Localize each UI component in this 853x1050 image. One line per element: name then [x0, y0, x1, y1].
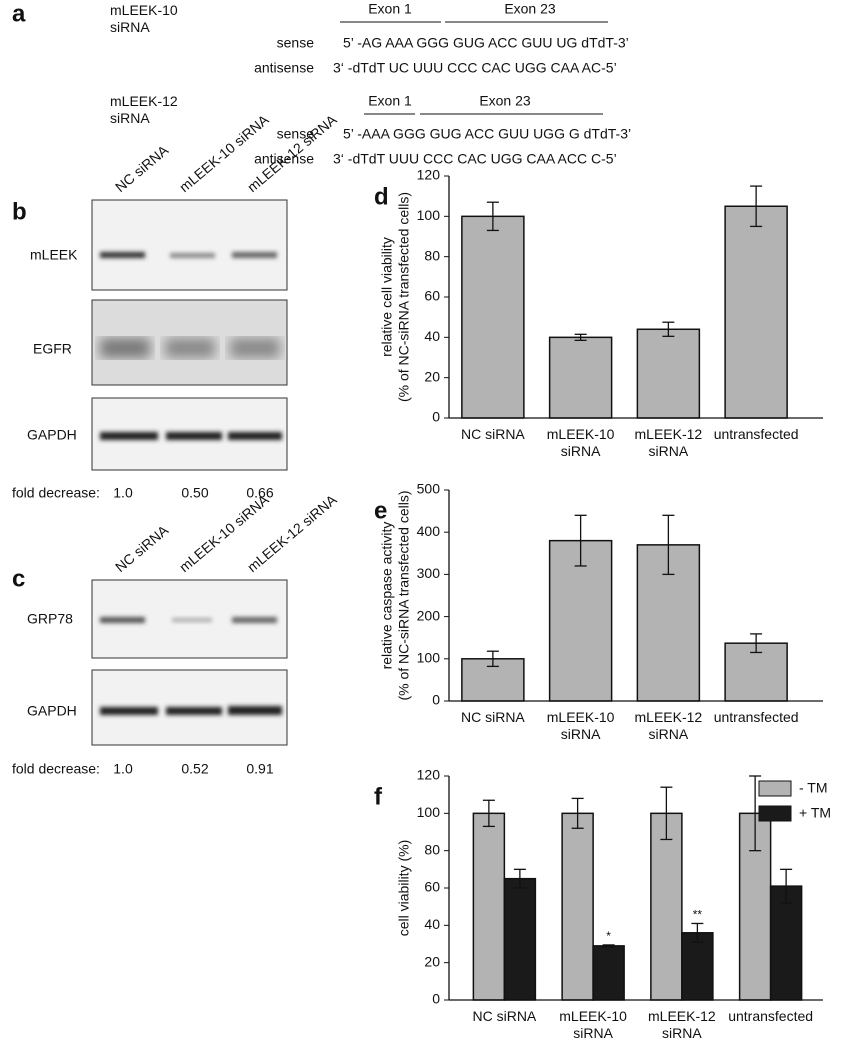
panel-letter: e	[374, 497, 387, 524]
bar	[592, 945, 625, 1001]
y-tick-label: 0	[432, 692, 440, 708]
bar	[548, 336, 613, 419]
panel-letter: f	[374, 783, 383, 810]
sequence: 5’ -AG AAA GGG GUG ACC GUU UG dTdT-3’	[343, 35, 629, 51]
x-tick-label: untransfected	[728, 1008, 814, 1024]
panel-letter: a	[12, 0, 26, 27]
y-tick-label: 40	[424, 328, 440, 344]
x-tick-label: NC siRNA	[460, 709, 525, 725]
y-tick-label: 80	[424, 247, 440, 263]
bar	[650, 812, 683, 1001]
x-tick-label: NC siRNA	[460, 426, 525, 442]
y-tick-label: 500	[417, 481, 441, 497]
panel-letter: c	[12, 565, 25, 592]
row-label: EGFR	[33, 341, 72, 357]
y-tick-label: 0	[432, 991, 440, 1007]
bar	[769, 885, 803, 1001]
y-tick-label: 60	[424, 288, 440, 304]
y-tick-label: 60	[424, 879, 440, 895]
bar	[461, 215, 525, 419]
blot	[91, 299, 288, 386]
x-tick-label: mLEEK-10 siRNA	[559, 1008, 627, 1041]
panel-letter: d	[374, 183, 389, 210]
legend-label: - TM	[799, 780, 828, 796]
x-tick-label: mLEEK-12 siRNA	[648, 1008, 716, 1041]
blot	[91, 199, 288, 291]
exon-label: Exon 1	[368, 1, 412, 17]
row-label: GAPDH	[27, 427, 77, 443]
fold-label: fold decrease:	[12, 761, 100, 777]
y-axis-title: relative cell viability	[379, 237, 395, 357]
y-tick-label: 100	[417, 804, 441, 820]
y-tick-label: 120	[417, 767, 441, 783]
fold-value: 0.91	[246, 761, 273, 777]
lane-label: NC siRNA	[112, 141, 172, 195]
y-tick-label: 400	[417, 523, 441, 539]
fold-value: 1.0	[113, 485, 133, 501]
x-tick-label: mLEEK-10 siRNA	[546, 709, 615, 742]
x-tick-label: NC siRNA	[472, 1008, 537, 1024]
x-tick-label: untransfected	[713, 709, 799, 725]
bar	[681, 932, 714, 1001]
fold-label: fold decrease:	[12, 485, 100, 501]
y-axis-title: (% of NC-siRNA transfected cells)	[396, 192, 412, 402]
bar	[636, 328, 701, 419]
bar	[472, 812, 506, 1001]
sirna-name: mLEEK-10 siRNA	[110, 2, 178, 35]
panel-letter: b	[12, 198, 27, 225]
y-axis-title: relative caspase activity	[379, 522, 395, 670]
row-label: GRP78	[27, 611, 73, 627]
y-tick-label: 100	[417, 207, 441, 223]
bar	[724, 205, 788, 419]
fold-value: 0.52	[181, 761, 208, 777]
y-tick-label: 120	[417, 167, 441, 183]
exon-label: Exon 23	[479, 93, 531, 109]
y-tick-label: 300	[417, 565, 441, 581]
x-tick-label: mLEEK-12 siRNA	[634, 426, 703, 459]
sequence: 5’ -AAA GGG GUG ACC GUU UGG G dTdT-3’	[343, 126, 631, 142]
y-axis-title: cell viability (%)	[396, 840, 412, 936]
legend-swatch	[758, 805, 792, 822]
strand-label: antisense	[254, 151, 314, 167]
y-tick-label: 200	[417, 607, 441, 623]
y-tick-label: 100	[417, 650, 441, 666]
y-tick-label: 20	[424, 953, 440, 969]
blot	[91, 579, 288, 659]
strand-label: sense	[277, 126, 315, 142]
y-tick-label: 0	[432, 409, 440, 425]
exon-label: Exon 1	[368, 93, 412, 109]
annotation: **	[693, 908, 703, 922]
strand-label: sense	[277, 35, 315, 51]
lane-label: NC siRNA	[112, 521, 172, 575]
bar	[561, 812, 594, 1001]
row-label: GAPDH	[27, 703, 77, 719]
x-tick-label: untransfected	[713, 426, 799, 442]
legend-label: + TM	[799, 805, 831, 821]
exon-label: Exon 23	[504, 1, 556, 17]
strand-label: antisense	[254, 60, 314, 76]
x-tick-label: mLEEK-10 siRNA	[546, 426, 615, 459]
fold-value: 0.66	[246, 485, 273, 501]
annotation: *	[606, 929, 611, 943]
y-axis-title: (% of NC-siRNA transfected cells)	[396, 490, 412, 700]
blot	[91, 669, 288, 746]
sequence: 3‘ -dTdT UUU CCC CAC UGG CAA ACC C-5’	[333, 151, 617, 167]
sirna-name: mLEEK-12 siRNA	[110, 93, 178, 126]
y-tick-label: 20	[424, 368, 440, 384]
y-tick-label: 80	[424, 841, 440, 857]
fold-value: 1.0	[113, 761, 133, 777]
row-label: mLEEK	[30, 247, 78, 263]
fold-value: 0.50	[181, 485, 208, 501]
sequence: 3‘ -dTdT UC UUU CCC CAC UGG CAA AC-5’	[333, 60, 617, 76]
x-tick-label: mLEEK-12 siRNA	[634, 709, 703, 742]
legend-swatch	[758, 780, 792, 797]
y-tick-label: 40	[424, 916, 440, 932]
blot	[91, 397, 288, 471]
bar	[503, 877, 537, 1001]
